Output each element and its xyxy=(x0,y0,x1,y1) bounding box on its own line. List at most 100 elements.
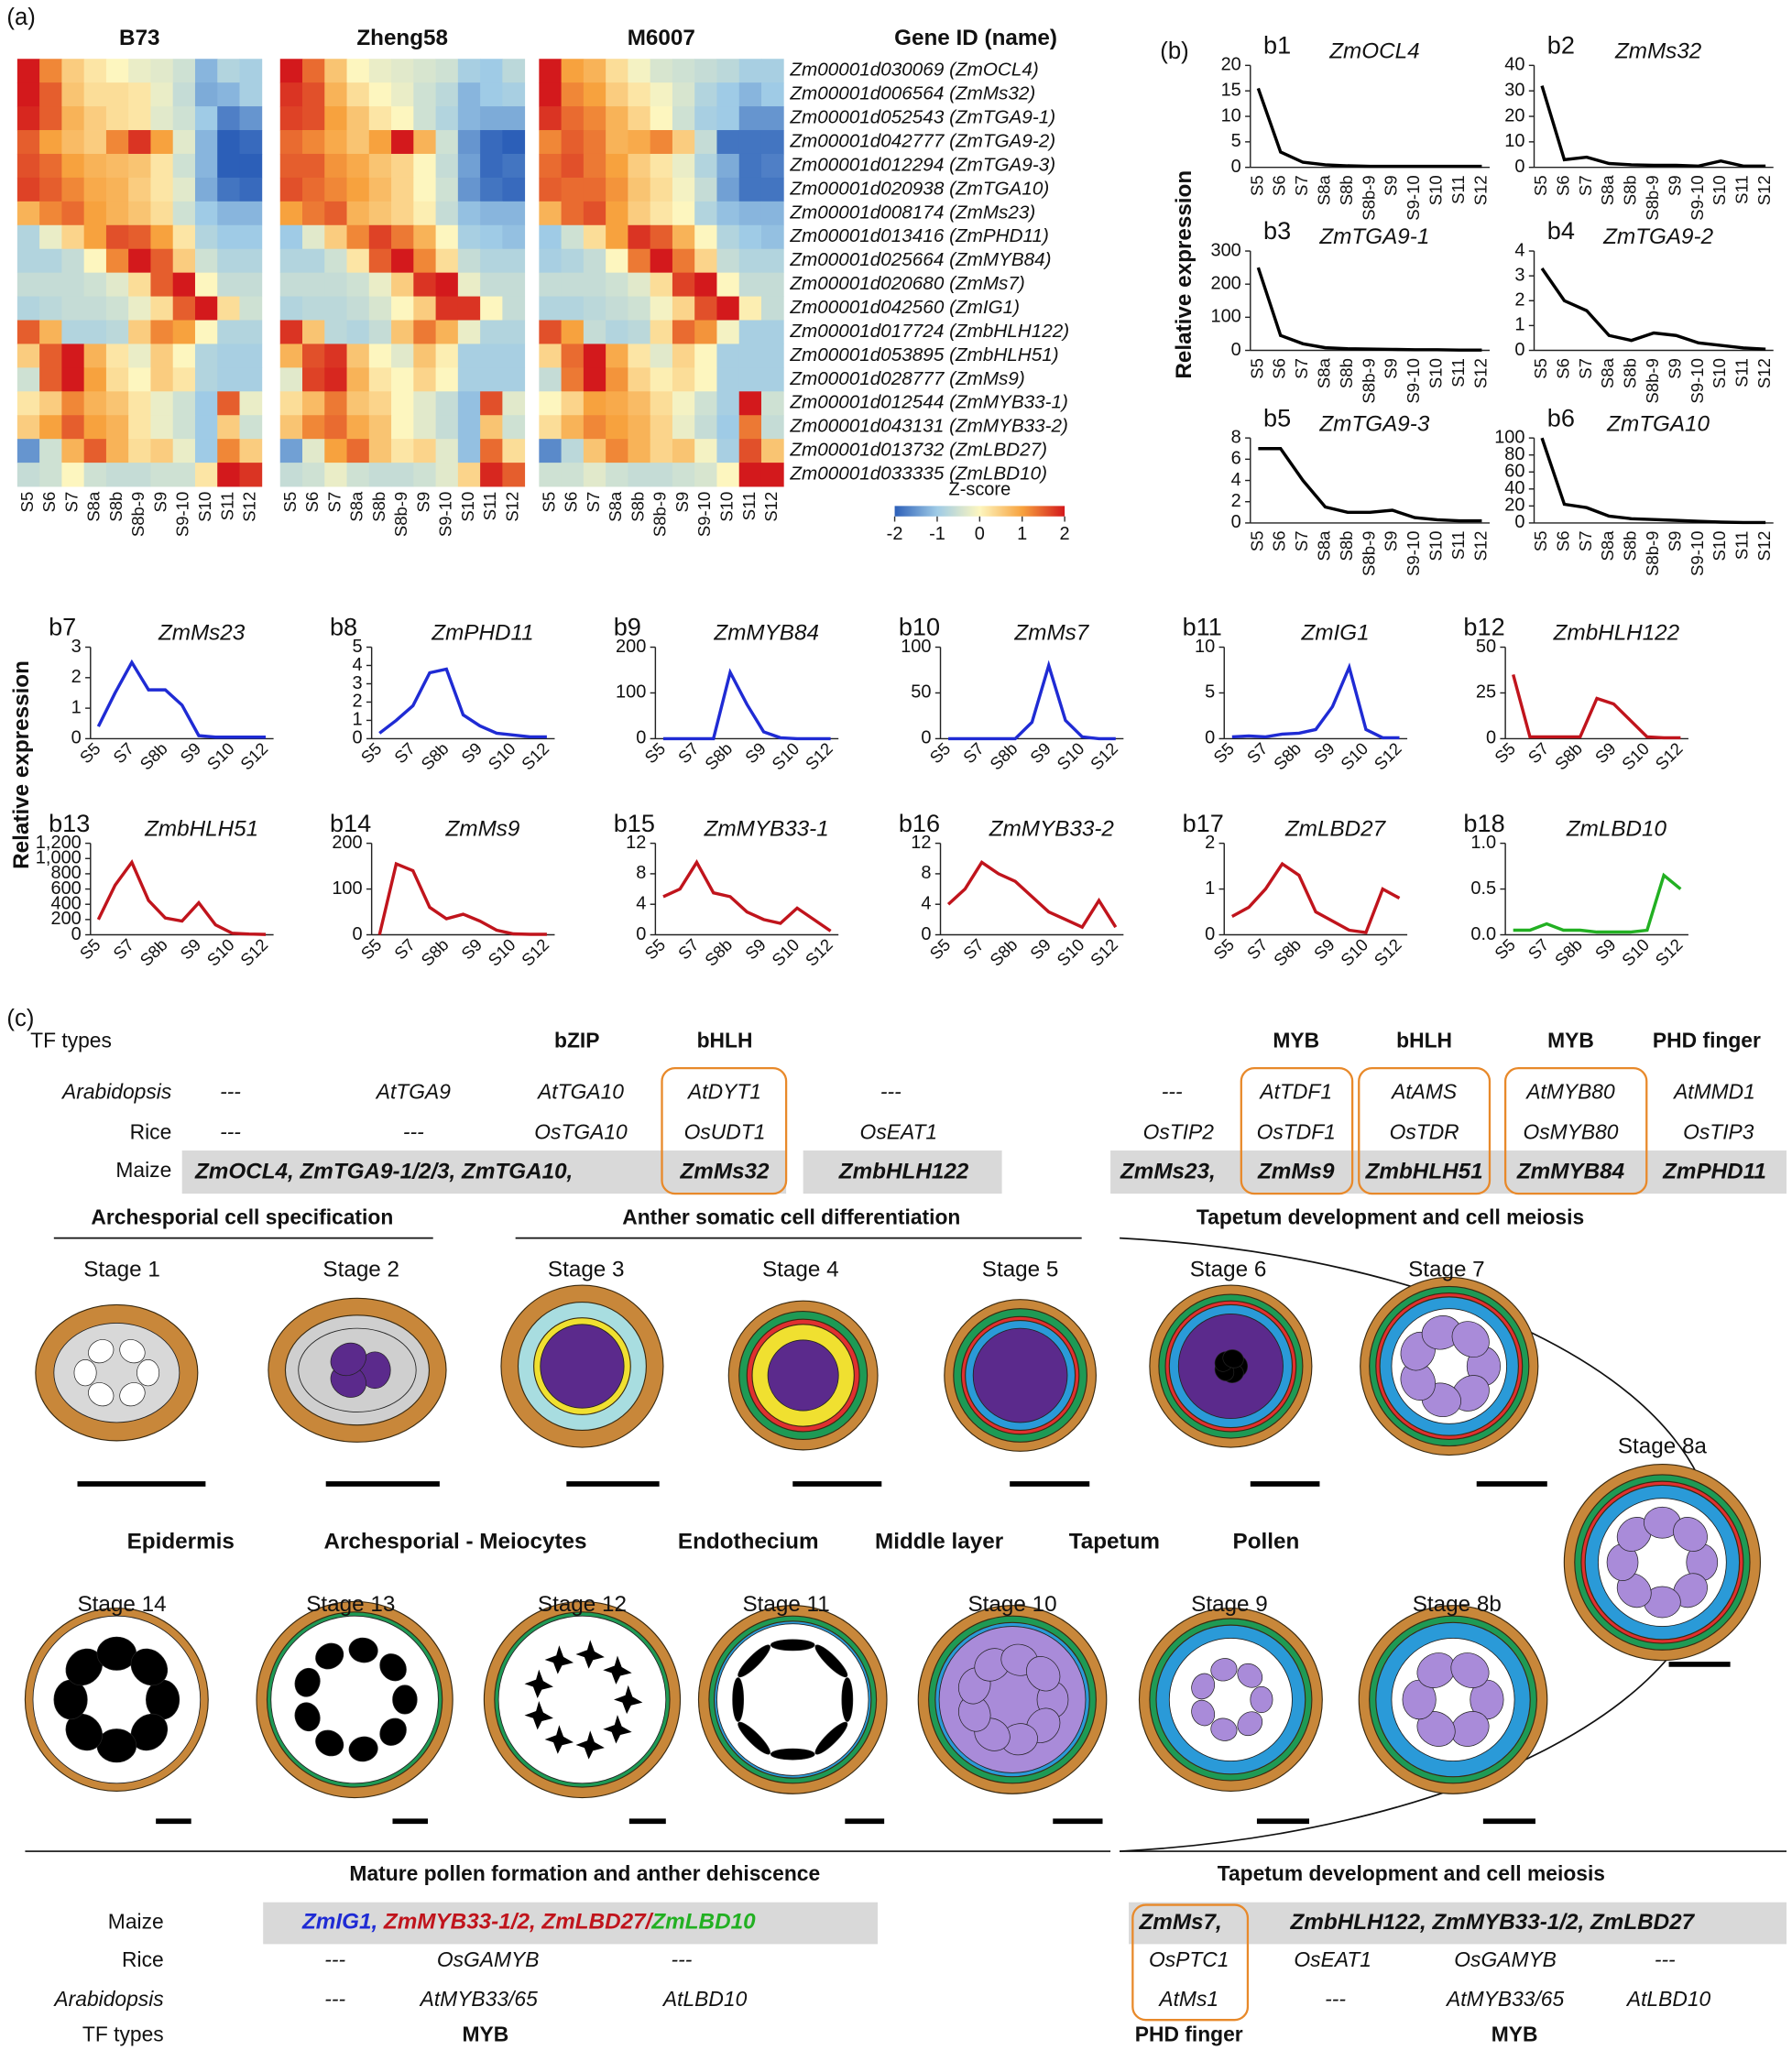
heatmap-cell xyxy=(628,177,651,202)
heatmap-cell xyxy=(628,248,651,274)
heatmap-cell xyxy=(502,320,526,344)
heatmap-cell xyxy=(302,224,325,250)
x-tick-label: S7 xyxy=(61,492,81,513)
y-tick-label: 50 xyxy=(1476,637,1496,657)
y-tick-label: 40 xyxy=(1504,478,1524,498)
x-tick-label: S10 xyxy=(1710,530,1729,561)
heatmap-cell xyxy=(716,248,740,274)
line xyxy=(1540,437,1766,525)
heatmap-cell xyxy=(480,272,503,297)
heatmap-cell xyxy=(368,177,392,202)
x-tick-label: S12 xyxy=(1470,530,1490,561)
heatmap-cell xyxy=(413,177,437,202)
x-tick-label: S10 xyxy=(1618,738,1653,773)
heatmap-cell xyxy=(760,367,784,392)
x-tick-label: S8b xyxy=(1621,530,1640,561)
heatmap-cell xyxy=(606,177,628,202)
heatmap-cell xyxy=(302,367,325,392)
x-tick-label: S11 xyxy=(1448,175,1468,204)
heatmap-cell xyxy=(194,367,218,392)
heatmap-cell xyxy=(502,343,526,368)
heatmap-cell xyxy=(217,153,240,179)
heatmap-cell xyxy=(172,439,196,463)
y-tick-label: 100 xyxy=(332,878,362,899)
heatmap-cell xyxy=(413,106,437,131)
heatmap-cell xyxy=(39,59,62,83)
heatmap-cell xyxy=(16,343,40,368)
heatmap-cell xyxy=(391,177,414,202)
colorbar-tick-label: 1 xyxy=(1017,524,1027,544)
heatmap-cell xyxy=(457,296,481,321)
heatmap-cell xyxy=(239,296,263,321)
heatmap-cell xyxy=(672,391,695,416)
heatmap-cell xyxy=(650,367,673,392)
maize-gene: ZmbHLH122 xyxy=(838,1160,969,1184)
heatmap-cell xyxy=(239,106,263,131)
heatmap-cell xyxy=(279,296,303,321)
heatmap-cell xyxy=(539,248,563,274)
heatmap-cell xyxy=(83,343,107,368)
heatmap-cell xyxy=(368,201,392,226)
arabidopsis-gene: AtMYB80 xyxy=(1524,1079,1615,1103)
heatmap-cell xyxy=(346,153,370,179)
heatmap-cell xyxy=(16,248,40,274)
heatmap-cell xyxy=(302,177,325,202)
line xyxy=(662,859,832,932)
x-tick-label: S12 xyxy=(1754,358,1774,388)
y-tick-label: 1.0 xyxy=(1470,833,1496,853)
heatmap-cell xyxy=(217,130,240,155)
maize-gene: ZmMs7, xyxy=(1138,1910,1221,1935)
stage-label: Stage 12 xyxy=(538,1592,627,1617)
heatmap-cell xyxy=(672,343,695,368)
y-tick-label: 2 xyxy=(1514,290,1524,311)
heatmap-cell xyxy=(561,343,585,368)
cell xyxy=(1191,1673,1216,1700)
x-tick-label: S9 xyxy=(1026,738,1054,767)
x-tick-label: S10 xyxy=(768,935,803,970)
heatmap-cell xyxy=(217,343,240,368)
pollen xyxy=(544,1645,574,1674)
heatmap-cell xyxy=(561,106,585,131)
gene-label: Zm00001d006564 (ZmMs32) xyxy=(789,83,1035,104)
gene-label: Zm00001d043131 (ZmMYB33-2) xyxy=(789,416,1068,437)
tf-type: MYB xyxy=(1547,1029,1594,1052)
row-header: Gene ID (name) xyxy=(894,26,1057,50)
x-tick-label: S12 xyxy=(236,935,271,970)
heatmap-cell xyxy=(628,224,651,250)
x-tick-label: S6 xyxy=(1553,175,1572,196)
line xyxy=(662,668,831,741)
heatmap-cell xyxy=(502,272,526,297)
chart-label: b14 xyxy=(330,809,371,837)
heatmap-cell xyxy=(606,296,628,321)
heatmap-cell xyxy=(716,177,740,202)
heatmap-cell xyxy=(391,248,414,274)
heatmap-cell xyxy=(368,415,392,440)
chart-title: ZmOCL4 xyxy=(1328,38,1419,63)
y-tick-label: 0 xyxy=(921,728,931,748)
heatmap-cell xyxy=(150,296,174,321)
heatmap-cell xyxy=(606,343,628,368)
panel-label: (a) xyxy=(6,5,35,30)
heatmap-cell xyxy=(539,59,563,83)
gene-label: Zm00001d017724 (ZmbHLH122) xyxy=(789,321,1069,342)
heatmap-cell xyxy=(279,272,303,297)
tf-type: MYB xyxy=(1492,2022,1538,2045)
tf-type: MYB xyxy=(462,2022,508,2045)
x-tick-label: S8b xyxy=(986,738,1021,773)
heatmap-cell xyxy=(716,415,740,440)
heatmap-cell xyxy=(302,272,325,297)
cell xyxy=(1673,1517,1708,1552)
heatmap-cell xyxy=(480,296,503,321)
heatmap-cell xyxy=(738,320,762,344)
maize-box xyxy=(1110,1150,1787,1194)
panel-label: (c) xyxy=(6,1006,34,1031)
x-tick-label: S9-10 xyxy=(1404,358,1423,403)
heatmap-cell xyxy=(83,296,107,321)
cell xyxy=(88,1382,115,1407)
heatmap-cell xyxy=(480,130,503,155)
heatmap-cell xyxy=(716,59,740,83)
rice-gene: OsTDR xyxy=(1390,1119,1459,1143)
heatmap-cell xyxy=(480,177,503,202)
x-tick-label: S9 xyxy=(1382,530,1401,551)
y-tick-label: 4 xyxy=(353,655,363,675)
